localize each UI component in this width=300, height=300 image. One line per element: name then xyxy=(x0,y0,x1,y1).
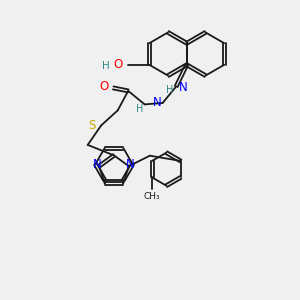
Text: N: N xyxy=(93,158,102,171)
Text: N: N xyxy=(126,158,135,171)
Text: H: H xyxy=(166,85,173,95)
Text: N: N xyxy=(178,81,188,94)
Text: S: S xyxy=(88,119,95,132)
Text: H: H xyxy=(136,104,143,114)
Text: H: H xyxy=(102,61,110,71)
Text: N: N xyxy=(153,96,162,109)
Text: CH₃: CH₃ xyxy=(144,192,160,201)
Text: O: O xyxy=(100,80,109,93)
Text: O: O xyxy=(113,58,122,71)
